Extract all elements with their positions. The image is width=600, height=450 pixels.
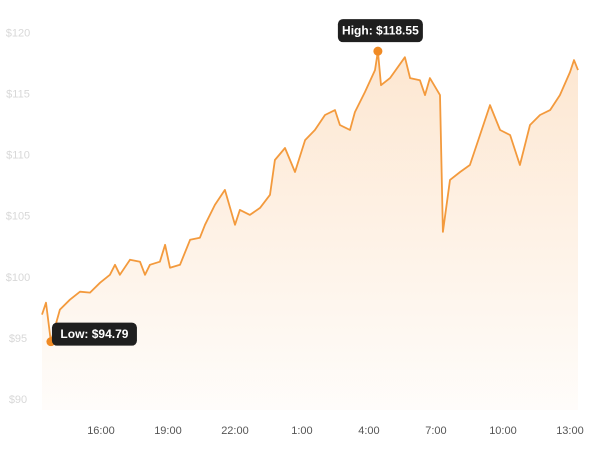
y-tick-label: $110 [6, 150, 30, 162]
x-tick-label: 7:00 [425, 425, 446, 437]
x-tick-label: 13:00 [556, 425, 584, 437]
tooltip-box [51, 322, 137, 346]
tooltip-box [337, 19, 423, 43]
tooltip-text: High: $118.55 [342, 23, 419, 37]
extreme-marker [373, 46, 383, 56]
y-tick-label: $115 [6, 88, 30, 100]
y-tick-label: $120 [6, 27, 30, 39]
y-tick-label: $90 [9, 394, 27, 406]
tooltip-text: Low: $94.79 [60, 327, 128, 341]
y-tick-label: $100 [6, 272, 30, 284]
x-tick-label: 22:00 [221, 425, 249, 437]
y-tick-label: $105 [6, 211, 30, 223]
x-tick-label: 16:00 [87, 425, 115, 437]
line [41, 50, 579, 343]
x-tick-label: 1:00 [291, 425, 312, 437]
area [42, 51, 578, 410]
x-tick-label: 19:00 [154, 425, 182, 437]
tooltip: High: $118.55 [337, 19, 423, 43]
y-tick-label: $95 [9, 333, 27, 345]
x-tick-label: 4:00 [358, 425, 379, 437]
tooltip: Low: $94.79 [51, 322, 137, 346]
x-tick-label: 10:00 [489, 425, 517, 437]
